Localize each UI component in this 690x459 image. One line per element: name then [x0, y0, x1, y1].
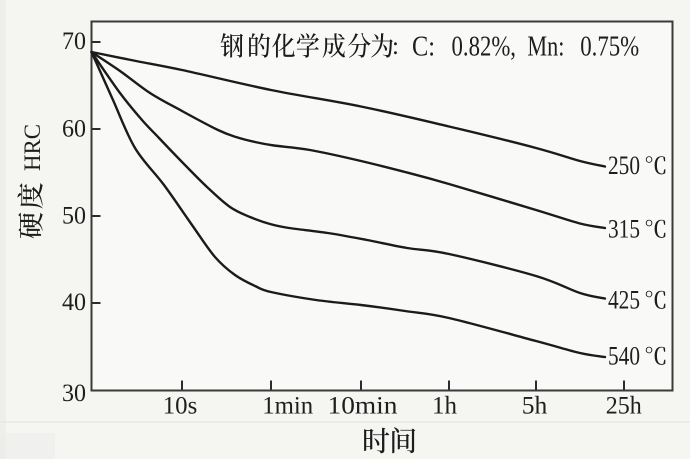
svg-text:50: 50 — [62, 203, 86, 230]
svg-text:70: 70 — [62, 28, 86, 55]
svg-text:25h: 25h — [606, 393, 642, 420]
svg-text:Mn:: Mn: — [527, 32, 564, 63]
svg-text:1h: 1h — [432, 393, 458, 420]
svg-text:10s: 10s — [163, 393, 198, 420]
svg-text:540: 540 — [608, 342, 640, 371]
svg-text:40: 40 — [62, 289, 86, 316]
svg-text:30: 30 — [62, 380, 86, 407]
svg-text:425: 425 — [608, 286, 640, 315]
svg-text:C:: C: — [412, 32, 435, 63]
svg-text::: : — [392, 33, 399, 60]
svg-text:HRC: HRC — [20, 124, 45, 171]
svg-text:315: 315 — [608, 215, 640, 244]
svg-text:5h: 5h — [522, 393, 548, 420]
svg-text:1min: 1min — [262, 393, 313, 420]
svg-text:0.82%,: 0.82%, — [452, 32, 517, 63]
svg-text:10min: 10min — [328, 393, 399, 420]
svg-text:250: 250 — [608, 151, 640, 180]
svg-text:60: 60 — [62, 116, 86, 143]
svg-text:0.75%: 0.75% — [580, 32, 639, 63]
